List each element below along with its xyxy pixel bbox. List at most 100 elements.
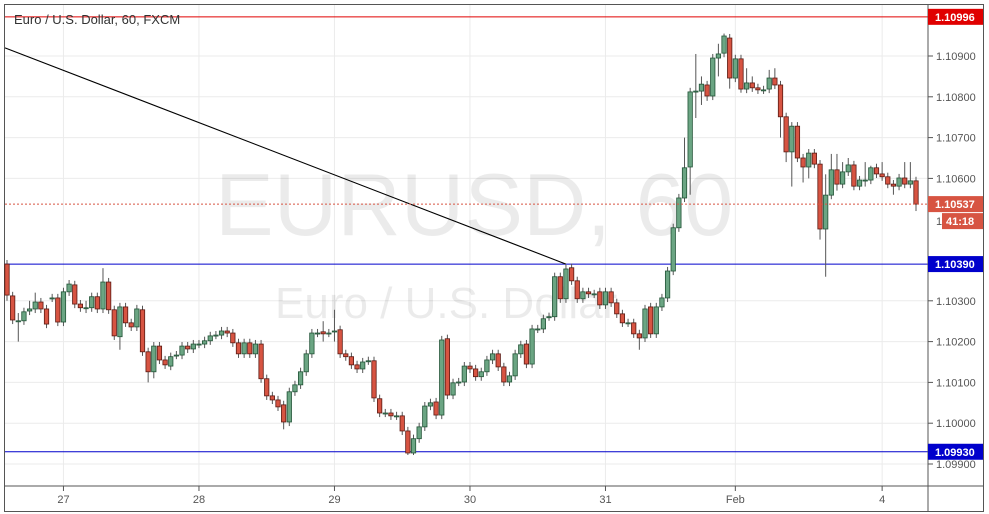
candle bbox=[55, 293, 61, 327]
candle bbox=[501, 362, 507, 387]
candle bbox=[139, 305, 146, 356]
candle-body-up bbox=[862, 179, 868, 182]
candle-body-up bbox=[789, 125, 795, 153]
price-level-tag bbox=[928, 256, 983, 273]
candle bbox=[518, 340, 524, 358]
candle-body-up bbox=[840, 171, 846, 185]
candle bbox=[303, 349, 309, 376]
axes: 1.10900 1.10800 1.10700 1.10600 1.10300 1.102… bbox=[5, 5, 984, 511]
x-tick-label: 30 bbox=[464, 494, 476, 506]
candle-body-up bbox=[868, 167, 874, 181]
candle-body-down bbox=[94, 296, 100, 310]
candle bbox=[506, 371, 513, 387]
candle-body-up bbox=[664, 270, 671, 299]
candle-body-down bbox=[879, 173, 885, 178]
candle bbox=[399, 411, 405, 436]
candle-body-up bbox=[83, 307, 89, 310]
candle-body-down bbox=[885, 176, 891, 185]
candle-body-down bbox=[122, 306, 129, 324]
candle bbox=[642, 304, 648, 343]
candle-body-down bbox=[371, 360, 377, 399]
candle-body-up bbox=[676, 197, 682, 229]
candle-body-down bbox=[473, 368, 479, 378]
candle bbox=[636, 329, 642, 350]
candle-body-up bbox=[360, 361, 366, 370]
candle-body-up bbox=[168, 356, 174, 367]
candle-body-up bbox=[546, 316, 552, 319]
candle-body-down bbox=[77, 303, 83, 309]
candle bbox=[913, 176, 919, 212]
candle bbox=[608, 287, 614, 307]
candle bbox=[648, 302, 654, 338]
candle-body-down bbox=[55, 297, 61, 323]
candle-body-down bbox=[348, 356, 355, 366]
candle-body-down bbox=[139, 309, 146, 353]
candle-body-up bbox=[602, 291, 609, 306]
candle bbox=[145, 347, 151, 383]
candle bbox=[309, 328, 315, 358]
candle-body-up bbox=[540, 318, 546, 330]
candle-body-down bbox=[585, 291, 592, 295]
candle-body-down bbox=[523, 343, 530, 365]
candle-body-up bbox=[151, 345, 157, 373]
candle-body-down bbox=[377, 398, 383, 414]
candle-body-down bbox=[145, 351, 151, 373]
candle bbox=[873, 163, 880, 178]
candle-body-up bbox=[410, 438, 417, 454]
candle bbox=[580, 287, 586, 303]
candle-body-up bbox=[518, 344, 524, 355]
candle-body-up bbox=[823, 194, 829, 230]
candle-body-up bbox=[100, 281, 106, 310]
candle-body-down bbox=[501, 366, 507, 383]
candle-body-up bbox=[179, 345, 185, 356]
candle bbox=[540, 314, 546, 334]
candle-body-up bbox=[591, 293, 597, 296]
candle-body-up bbox=[715, 53, 721, 59]
candle-body-up bbox=[845, 164, 851, 173]
candle-body-down bbox=[467, 365, 473, 370]
candle-body-up bbox=[732, 58, 738, 79]
candle bbox=[207, 331, 213, 345]
candle bbox=[619, 309, 626, 327]
candle-body-down bbox=[235, 342, 242, 355]
candle bbox=[760, 85, 767, 94]
candle-body-down bbox=[755, 87, 761, 91]
price-level-tag bbox=[928, 8, 983, 25]
candle bbox=[4, 260, 10, 301]
candle-body-down bbox=[811, 152, 817, 165]
candle bbox=[60, 287, 67, 327]
candle bbox=[354, 360, 360, 374]
candle-body-up bbox=[484, 359, 490, 373]
candle-body-up bbox=[286, 391, 292, 423]
candle bbox=[523, 339, 530, 369]
candle-body-up bbox=[365, 360, 371, 363]
candle bbox=[738, 54, 744, 93]
trendline[interactable] bbox=[4, 47, 567, 265]
candle-body-up bbox=[760, 89, 767, 92]
candle-body-up bbox=[196, 343, 202, 346]
candle bbox=[106, 277, 112, 314]
candle bbox=[721, 33, 727, 58]
last-price-label: 1.10537 bbox=[935, 199, 975, 211]
candle bbox=[326, 328, 332, 338]
candle-body-down bbox=[43, 308, 50, 325]
candle-body-up bbox=[297, 371, 304, 386]
candle-body-up bbox=[896, 177, 902, 187]
countdown-label: 41:18 bbox=[946, 216, 974, 228]
price-level-label: 1.09930 bbox=[935, 447, 975, 459]
candle-body-down bbox=[873, 167, 880, 175]
candle-body-down bbox=[264, 378, 270, 397]
candle-body-down bbox=[337, 329, 343, 355]
candle-body-down bbox=[495, 353, 501, 368]
candle bbox=[902, 162, 908, 189]
candle-body-down bbox=[247, 342, 253, 355]
candle bbox=[817, 160, 823, 240]
candle bbox=[275, 395, 281, 411]
candle bbox=[851, 160, 857, 191]
candle-body-up bbox=[292, 384, 298, 393]
candle bbox=[625, 318, 631, 327]
last-price-tag bbox=[928, 196, 983, 213]
candle bbox=[388, 408, 394, 420]
candle bbox=[382, 408, 388, 418]
